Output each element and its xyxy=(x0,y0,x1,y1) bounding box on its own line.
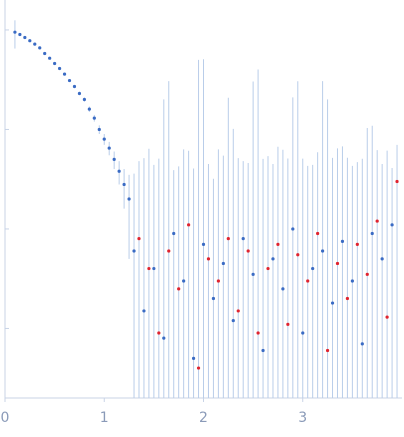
point xyxy=(122,182,126,187)
point xyxy=(13,30,17,34)
point xyxy=(182,279,186,283)
point xyxy=(191,356,196,361)
point xyxy=(221,261,225,266)
point xyxy=(261,348,265,353)
point xyxy=(107,146,111,150)
point xyxy=(311,266,315,271)
point xyxy=(97,127,101,132)
point xyxy=(18,32,22,37)
point xyxy=(102,137,106,141)
point xyxy=(281,287,285,291)
point xyxy=(38,46,42,50)
point xyxy=(395,179,399,184)
point xyxy=(157,331,161,335)
point xyxy=(23,35,27,40)
point xyxy=(241,236,245,241)
point xyxy=(201,242,206,246)
point xyxy=(82,97,86,102)
point xyxy=(92,116,96,120)
point xyxy=(187,223,191,227)
point xyxy=(385,315,389,319)
point xyxy=(43,51,47,56)
point xyxy=(77,91,82,96)
point xyxy=(147,266,151,271)
point xyxy=(87,107,91,111)
point xyxy=(340,239,345,243)
point xyxy=(296,253,300,257)
point xyxy=(276,242,280,246)
point xyxy=(162,336,166,340)
point xyxy=(380,257,384,261)
point xyxy=(390,223,394,227)
point xyxy=(132,249,136,253)
point xyxy=(301,331,305,335)
point xyxy=(355,242,359,246)
point xyxy=(226,236,230,241)
point xyxy=(177,287,181,291)
point xyxy=(231,318,235,323)
point xyxy=(152,266,156,271)
point xyxy=(286,322,290,326)
point xyxy=(172,231,176,236)
point xyxy=(246,249,250,253)
point xyxy=(112,157,116,162)
point xyxy=(345,296,350,301)
point xyxy=(236,309,240,313)
x-tick-label: 0 xyxy=(1,410,10,426)
point xyxy=(350,279,354,283)
axes: 0 1 2 3 xyxy=(1,29,307,426)
x-tick-label: 3 xyxy=(298,410,307,426)
point xyxy=(117,169,121,173)
point xyxy=(360,342,364,346)
point xyxy=(335,261,340,266)
point xyxy=(137,236,141,241)
point xyxy=(33,42,37,46)
point xyxy=(266,266,270,271)
point xyxy=(196,366,201,370)
point xyxy=(53,61,57,66)
point xyxy=(325,348,330,353)
point xyxy=(57,66,62,71)
point xyxy=(306,279,310,283)
point xyxy=(72,84,77,89)
point xyxy=(28,39,32,43)
point xyxy=(330,301,335,305)
point xyxy=(291,227,295,231)
point xyxy=(370,231,374,236)
point xyxy=(256,331,260,335)
point xyxy=(216,279,220,283)
error-bars xyxy=(14,20,398,398)
point xyxy=(211,296,216,301)
point xyxy=(167,249,171,253)
point xyxy=(321,249,325,253)
points xyxy=(13,30,399,370)
point xyxy=(67,78,72,83)
point xyxy=(127,197,131,201)
x-tick-label: 1 xyxy=(100,410,109,426)
point xyxy=(142,309,146,313)
point xyxy=(251,272,255,276)
point xyxy=(316,231,320,236)
point xyxy=(206,257,211,261)
point xyxy=(365,272,369,276)
point xyxy=(62,72,67,76)
point xyxy=(375,219,379,223)
point xyxy=(48,56,52,60)
point xyxy=(271,257,275,261)
x-tick-label: 2 xyxy=(199,410,208,426)
